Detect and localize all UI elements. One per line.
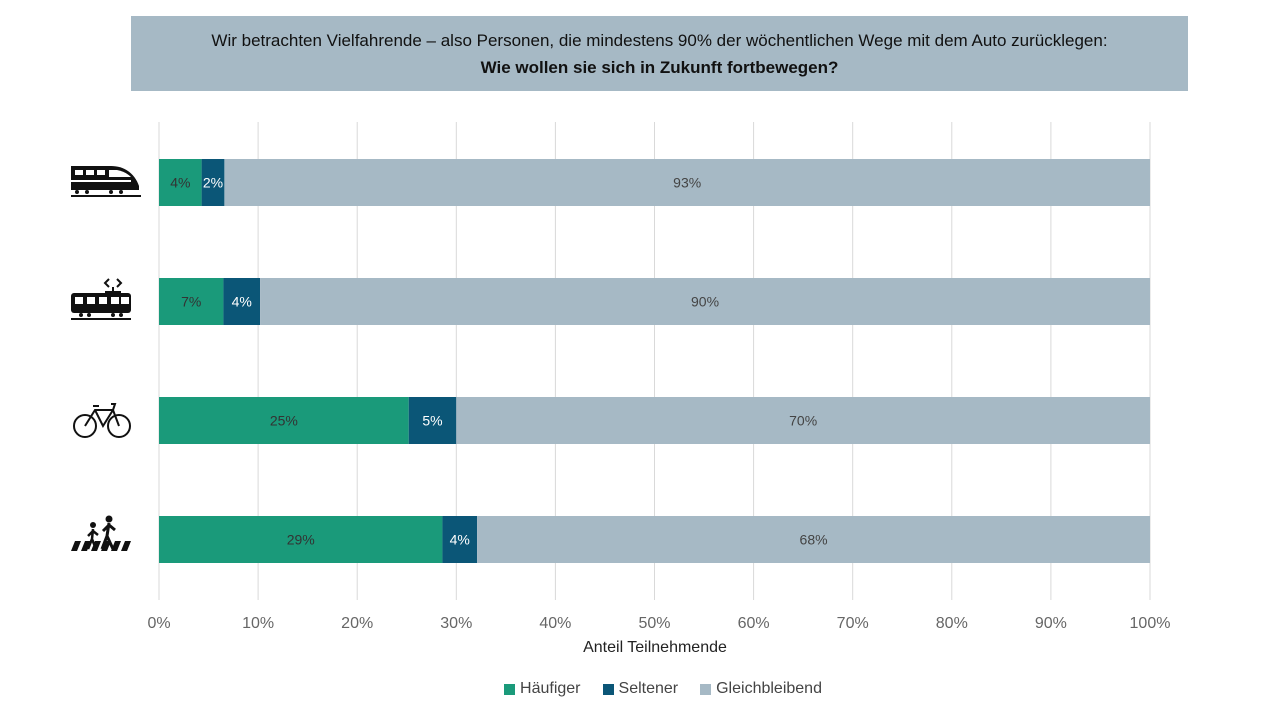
data-label: 4% bbox=[450, 532, 470, 548]
legend-item: Seltener bbox=[602, 680, 679, 698]
x-tick-label: 70% bbox=[837, 615, 869, 632]
bar-segment bbox=[442, 516, 478, 563]
data-label: 90% bbox=[691, 294, 719, 310]
data-label: 4% bbox=[232, 294, 252, 310]
bar-segment bbox=[223, 278, 261, 325]
chart-title-line2: Wie wollen sie sich in Zukunft fortbeweg… bbox=[480, 57, 839, 77]
x-tick-label: 60% bbox=[738, 615, 770, 632]
data-label: 93% bbox=[673, 175, 701, 191]
chart-title-box: Wir betrachten Vielfahrende – also Perso… bbox=[131, 16, 1188, 91]
x-tick-label: 80% bbox=[936, 615, 968, 632]
data-label: 7% bbox=[181, 294, 201, 310]
x-tick-label: 50% bbox=[638, 615, 670, 632]
bar-segment bbox=[159, 516, 443, 563]
x-tick-label: 0% bbox=[147, 615, 170, 632]
bar-segment bbox=[260, 278, 1150, 325]
x-tick-label: 20% bbox=[341, 615, 373, 632]
train-icon bbox=[71, 166, 141, 197]
bar-segment bbox=[201, 159, 225, 206]
bicycle-icon bbox=[73, 403, 131, 438]
legend-swatch bbox=[504, 683, 516, 695]
legend: Häufiger Seltener Gleichbleibend bbox=[0, 680, 1280, 698]
data-label: 29% bbox=[287, 532, 315, 548]
bar-segment bbox=[224, 159, 1150, 206]
x-tick-label: 30% bbox=[440, 615, 472, 632]
data-label: 2% bbox=[203, 175, 223, 191]
bar-segment bbox=[159, 397, 409, 444]
data-label: 25% bbox=[270, 413, 298, 429]
legend-swatch bbox=[700, 683, 712, 695]
bar-segment bbox=[159, 159, 202, 206]
legend-item: Gleichbleibend bbox=[700, 680, 822, 698]
x-tick-label: 100% bbox=[1130, 615, 1171, 632]
legend-label: Gleichbleibend bbox=[716, 680, 822, 697]
legend-label: Seltener bbox=[618, 680, 679, 697]
data-label: 4% bbox=[170, 175, 190, 191]
x-tick-label: 40% bbox=[539, 615, 571, 632]
bar-segment bbox=[456, 397, 1150, 444]
x-tick-label: 10% bbox=[242, 615, 274, 632]
data-label: 5% bbox=[422, 413, 442, 429]
legend-label: Häufiger bbox=[520, 680, 581, 697]
tram-icon bbox=[71, 278, 131, 320]
bar-segment bbox=[408, 397, 457, 444]
bar-segment bbox=[159, 278, 224, 325]
legend-item: Häufiger bbox=[504, 680, 581, 698]
legend-swatch bbox=[602, 683, 614, 695]
x-axis-label: Anteil Teilnehmende bbox=[583, 639, 727, 656]
data-label: 70% bbox=[789, 413, 817, 429]
bar-segment bbox=[477, 516, 1151, 563]
data-label: 68% bbox=[800, 532, 828, 548]
chart-title-line1: Wir betrachten Vielfahrende – also Perso… bbox=[211, 30, 1108, 50]
x-tick-label: 90% bbox=[1035, 615, 1067, 632]
pedestrian-icon bbox=[71, 515, 131, 551]
